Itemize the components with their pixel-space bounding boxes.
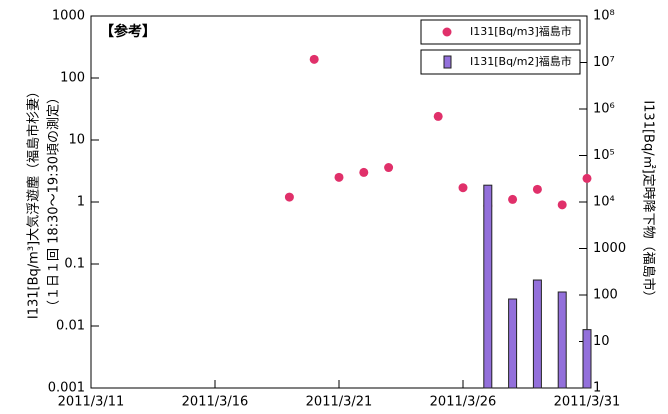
y-tick-label: 100 bbox=[60, 71, 85, 86]
point bbox=[532, 184, 542, 194]
y2-tick-label: 10⁸ bbox=[593, 9, 615, 24]
y2-tick-label: 10⁷ bbox=[593, 55, 615, 70]
point bbox=[582, 173, 592, 183]
point bbox=[334, 172, 344, 182]
y-axis-sublabel: （１日１回 18:30～19:30頃の測定） bbox=[47, 91, 62, 313]
y-tick-label: 0.1 bbox=[64, 257, 85, 272]
point bbox=[284, 192, 294, 202]
legend-label: I131[Bq/m3]福島市 bbox=[470, 24, 572, 38]
bar bbox=[557, 291, 567, 389]
x-tick-label: 2011/3/16 bbox=[182, 395, 249, 410]
bar bbox=[508, 298, 518, 389]
y-tick-label: 1 bbox=[77, 195, 85, 210]
annotation: 【参考】 bbox=[100, 23, 156, 40]
legend-label: I131[Bq/m2]福島市 bbox=[470, 54, 572, 68]
legend-marker bbox=[443, 55, 452, 69]
y-tick-label: 10 bbox=[68, 133, 85, 148]
point bbox=[557, 200, 567, 210]
x-tick-label: 2011/3/11 bbox=[58, 395, 125, 410]
bar bbox=[483, 184, 493, 389]
x-tick-label: 2011/3/31 bbox=[554, 395, 621, 410]
y-tick-label: 0.01 bbox=[56, 319, 85, 334]
y-tick-label: 1000 bbox=[52, 9, 85, 24]
y2-tick-label: 100 bbox=[593, 288, 618, 303]
point bbox=[359, 167, 369, 177]
point bbox=[309, 54, 319, 64]
y2-tick-label: 1 bbox=[593, 381, 601, 396]
y2-tick-label: 10⁵ bbox=[593, 148, 615, 163]
y-axis-label: I131[Bq/m³]大気浮遊塵（福島市杉妻） bbox=[26, 85, 42, 319]
x-tick-label: 2011/3/26 bbox=[430, 395, 497, 410]
point bbox=[508, 194, 518, 204]
point bbox=[384, 163, 394, 173]
point bbox=[433, 111, 443, 121]
x-tick-label: 2011/3/21 bbox=[306, 395, 373, 410]
y2-axis-label: I131[Bq/㎡]定時降下物（福島市） bbox=[641, 100, 657, 303]
bar bbox=[582, 329, 592, 389]
y2-tick-label: 10⁶ bbox=[593, 102, 615, 117]
bar bbox=[532, 279, 542, 389]
y2-tick-label: 10⁴ bbox=[593, 195, 615, 210]
y2-tick-label: 1000 bbox=[593, 241, 626, 256]
y2-tick-label: 10 bbox=[593, 334, 610, 349]
point bbox=[458, 183, 468, 193]
legend-marker bbox=[442, 27, 452, 37]
y-tick-label: 0.001 bbox=[48, 381, 85, 396]
